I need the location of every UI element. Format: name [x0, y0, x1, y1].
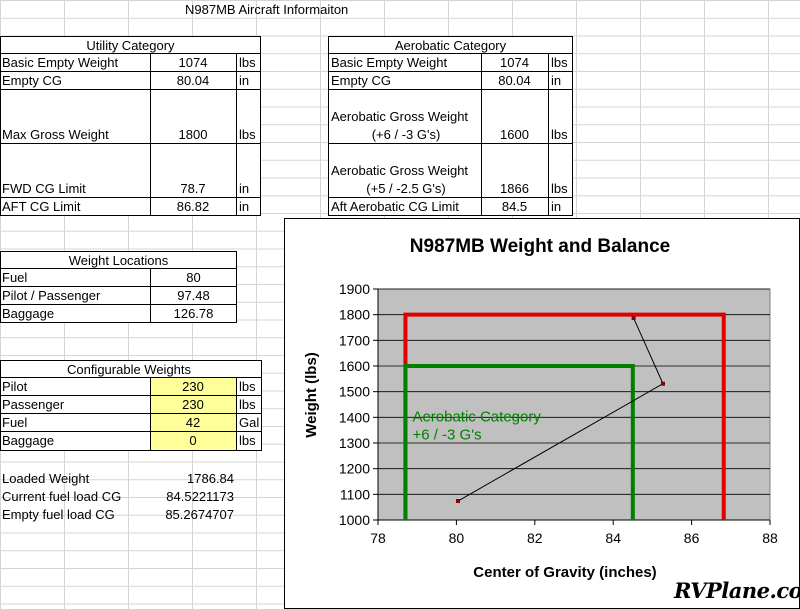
y-tick-label: 1000: [339, 512, 370, 528]
aerobatic-value[interactable]: 80.04: [498, 73, 531, 88]
annotation-line-2: +6 / -3 G's: [412, 426, 481, 443]
aerobatic-unit: lbs: [551, 55, 568, 70]
aerobatic-value[interactable]: 84.5: [501, 199, 528, 214]
weight-balance-chart[interactable]: N987MB Weight and Balance 1000 1100 1200 13…: [284, 218, 800, 609]
sheet-title: N987MB Aircraft Informaiton: [185, 2, 349, 17]
annotation-line-1: Aerobatic Category: [412, 408, 541, 425]
y-tick-label: 1500: [339, 384, 370, 400]
aerobatic-unit: in: [551, 199, 562, 214]
current-cg-value[interactable]: 84.5221173: [166, 489, 234, 504]
utility-value[interactable]: 1800: [178, 127, 208, 142]
config-label: Baggage: [2, 433, 55, 448]
passenger-weight-input[interactable]: 230: [182, 397, 204, 412]
config-label: Passenger: [2, 397, 65, 412]
x-tick-label: 86: [684, 530, 700, 546]
y-tick-label: 1700: [339, 332, 370, 348]
x-tick-label: 88: [762, 530, 778, 546]
watermark-logo: RVPlane.com: [674, 578, 800, 603]
baggage-weight-input[interactable]: 0: [189, 433, 197, 448]
config-unit: lbs: [239, 397, 256, 412]
y-tick-label: 1800: [339, 307, 370, 323]
aerobatic-label: Aerobatic Gross Weight: [331, 163, 469, 178]
utility-value[interactable]: 78.7: [180, 181, 206, 196]
aerobatic-unit: in: [551, 73, 562, 88]
loaded-weight-value[interactable]: 1786.84: [187, 471, 234, 486]
gridlines: [373, 288, 771, 525]
location-value[interactable]: 126.78: [173, 306, 214, 321]
loading-point: [660, 381, 665, 386]
configurable-header: Configurable Weights: [66, 362, 192, 377]
aerobatic-unit: lbs: [551, 181, 568, 196]
aerobatic-header: Aerobatic Category: [394, 38, 507, 53]
utility-label: AFT CG Limit: [2, 199, 81, 214]
utility-label: Basic Empty Weight: [2, 55, 119, 70]
utility-label: FWD CG Limit: [2, 181, 86, 196]
y-tick-label: 1300: [339, 435, 370, 451]
chart-svg: N987MB Weight and Balance 1000 1100 1200 13…: [303, 236, 778, 581]
empty-fuel-cg-value[interactable]: 85.2674707: [165, 507, 234, 522]
result-label: Loaded Weight: [2, 471, 90, 486]
aerobatic-label: Basic Empty Weight: [331, 55, 448, 70]
config-unit: lbs: [239, 379, 256, 394]
x-axis-label: Center of Gravity (inches): [473, 564, 656, 581]
aerobatic-label-sub: (+5 / -2.5 G's): [366, 181, 446, 196]
aerobatic-label: Aft Aerobatic CG Limit: [331, 199, 459, 214]
config-unit: Gal: [239, 415, 260, 430]
x-tick-label: 78: [370, 530, 386, 546]
utility-label: Max Gross Weight: [2, 127, 109, 142]
loading-point: [631, 316, 636, 321]
location-value[interactable]: 80: [186, 270, 201, 285]
tick-labels: 1000 1100 1200 1300 1400 1500 1600 1700 1800 1900…: [339, 281, 778, 546]
y-tick-label: 1200: [339, 461, 370, 477]
locations-header: Weight Locations: [68, 253, 169, 268]
config-unit: lbs: [239, 433, 256, 448]
series-group: [403, 312, 726, 520]
utility-label: Empty CG: [2, 73, 62, 88]
aerobatic-label-sub: (+6 / -3 G's): [371, 127, 441, 142]
utility-header: Utility Category: [86, 38, 175, 53]
y-tick-label: 1400: [339, 409, 370, 425]
aerobatic-unit: lbs: [551, 127, 568, 142]
y-tick-label: 1100: [340, 486, 370, 502]
location-value[interactable]: 97.48: [177, 288, 210, 303]
utility-unit: in: [239, 199, 250, 214]
location-label: Baggage: [2, 306, 55, 321]
pilot-weight-input[interactable]: 230: [182, 379, 204, 394]
location-label: Fuel: [2, 270, 28, 285]
location-label: Pilot / Passenger: [2, 288, 101, 303]
config-label: Pilot: [2, 379, 28, 394]
fuel-input[interactable]: 42: [185, 415, 201, 430]
utility-unit: lbs: [239, 55, 256, 70]
utility-unit: in: [239, 73, 250, 88]
chart-title: N987MB Weight and Balance: [410, 236, 670, 257]
result-label: Current fuel load CG: [2, 489, 122, 504]
utility-unit: lbs: [239, 127, 256, 142]
utility-value[interactable]: 86.82: [176, 199, 210, 214]
utility-unit: in: [239, 181, 250, 196]
x-tick-label: 82: [527, 530, 543, 546]
result-label: Empty fuel load CG: [2, 507, 115, 522]
x-tick-label: 80: [449, 530, 465, 546]
y-tick-label: 1900: [339, 281, 370, 297]
x-tick-label: 84: [605, 530, 621, 546]
aerobatic-label: Aerobatic Gross Weight: [331, 109, 469, 124]
aerobatic-value[interactable]: 1074: [500, 55, 529, 70]
y-tick-label: 1600: [339, 358, 370, 374]
aerobatic-label: Empty CG: [331, 73, 391, 88]
utility-value[interactable]: 80.04: [176, 73, 210, 88]
envelope-line-1: [403, 364, 635, 520]
y-axis-label: Weight (lbs): [303, 352, 320, 438]
loading-point: [455, 499, 460, 504]
config-label: Fuel: [2, 415, 28, 430]
aerobatic-value[interactable]: 1866: [500, 181, 529, 196]
utility-value[interactable]: 1074: [178, 55, 208, 70]
plot-area: [377, 288, 771, 521]
aerobatic-value[interactable]: 1600: [500, 127, 529, 142]
